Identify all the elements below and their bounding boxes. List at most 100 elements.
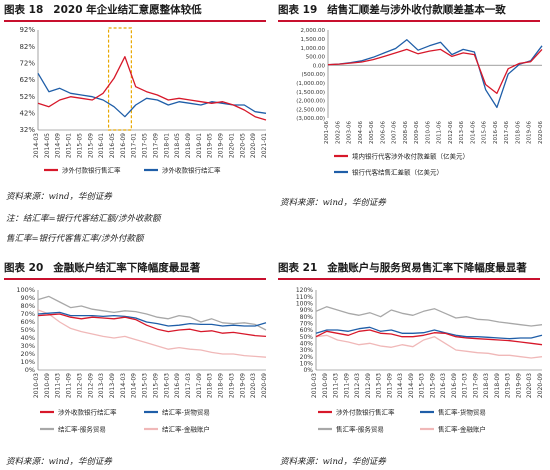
x-tick-label: 2014-06 [470,121,476,144]
x-tick-label: 2009-06 [414,121,420,144]
x-tick-label: 2010-09 [322,373,329,398]
series-line [315,326,543,340]
y-tick-label: 10% [300,361,314,368]
legend-label: 涉外付款银行售汇率 [336,408,395,417]
figure-19-title: 图表 19 结售汇顺差与涉外收付款顺差基本一致 [278,0,540,22]
x-tick-label: 2017-09 [152,133,159,158]
x-tick-label: 2014-09 [55,133,62,158]
x-tick-label: 2010-03 [311,373,318,398]
series-line [327,48,543,95]
figure-21-title: 图表 21 金融账户与服务贸易售汇率下降幅度最显著 [278,258,540,280]
chart-18: 32% 42% 52% 62% 72% 82% 92% 2014-03 2014-05 2014-… [19,26,268,174]
y-tick-label: 80% [300,314,314,321]
chart-20: 0%10%20%30%40%50%60%70%80%90%100% 2010-03… [16,286,268,433]
y-tick-label: 80% [21,302,35,310]
x-tick-label: 2019-03 [505,373,512,398]
x-tick-label: 2002-06 [335,121,341,144]
x-tick-label: 2015-03 [142,373,149,398]
x-tick-label: 2017-03 [462,373,469,398]
x-tick-label: 2015-06 [482,121,488,144]
y-tick-label: 0.00 [313,63,326,69]
x-tick-label: 2016-09 [174,373,181,398]
series-line [37,313,267,338]
source-20: 资料来源：wind，华创证券 [6,457,112,467]
x-tick-label: 2012-03 [354,373,361,398]
x-tick-label: 2013-03 [376,373,383,398]
x-tick-label: 2016-05 [109,133,116,158]
x-tick-label: 2017-01 [131,133,138,158]
x-tick-label: 2020-09 [250,133,257,158]
legend-label: 境内银行代客涉外收付款差额（亿美元） [352,152,469,161]
figure-number: 图表 21 [278,262,318,274]
y-tick-label: 52% [19,93,35,101]
x-tick-label: 2012-09 [365,373,372,398]
y-tick-label: 2,000.00 [301,28,326,34]
x-tick-label: 2014-09 [408,373,415,398]
x-tick-label: 2014-03 [33,133,40,158]
figure-18-title: 图表 18 2020 年企业结汇意愿整体较低 [4,0,266,22]
y-tick-label: 62% [19,76,35,84]
y-tick-label: (500.00) [301,72,325,78]
y-tick-label: 1,500.00 [301,37,326,43]
y-tick-label: 70% [300,321,314,328]
y-tick-label: 42% [19,110,35,118]
series-line [315,334,543,359]
x-tick-label: 2016-09 [120,133,127,158]
figure-title-text: 金融账户与服务贸易售汇率下降幅度最显著 [327,262,527,274]
x-tick-label: 2013-09 [109,373,116,398]
x-tick-label: 2011-09 [343,373,350,398]
x-tick-label: 2018-09 [185,133,192,158]
y-tick-label: 20% [300,354,314,361]
y-tick-label: 32% [19,126,35,134]
x-tick-label: 2010-03 [33,373,40,398]
x-tick-label: 2001-06 [324,121,330,144]
x-tick-label: 2018-09 [218,373,225,398]
y-tick-label: 0% [25,366,35,374]
x-tick-label: 2011-03 [333,373,340,398]
x-tick-label: 2012-06 [448,121,454,144]
source-18: 资料来源：wind，华创证券 [6,192,112,202]
x-tick-label: 2018-09 [494,373,501,398]
y-tick-label: 70% [21,310,35,318]
x-tick-label: 2014-05 [44,133,51,158]
y-tick-label: 20% [21,350,35,358]
series-line [327,39,543,109]
x-tick-label: 2015-01 [66,133,73,158]
x-tick-label: 2016-03 [163,373,170,398]
y-tick-label: 50% [21,326,35,334]
x-tick-label: 2013-06 [459,121,465,144]
x-tick-label: 2015-09 [87,133,94,158]
y-tick-label: 30% [21,342,35,350]
x-tick-label: 2013-09 [386,373,393,398]
legend-label: 银行代客结售汇差额（亿美元） [352,168,443,177]
y-tick-label: 100% [16,286,35,294]
x-tick-label: 2020-03 [526,373,533,398]
x-tick-label: 2012-03 [76,373,83,398]
x-tick-label: 2020-06 [538,121,544,144]
x-tick-label: 2020-05 [239,133,246,158]
x-tick-label: 2015-09 [429,373,436,398]
legend-label: 售汇率-货物贸易 [438,408,486,417]
x-tick-label: 2021-01 [261,133,268,158]
y-tick-label: (2,000.00) [296,99,325,105]
series-line [315,306,543,327]
legend-label: 涉外收款银行结汇率 [58,408,117,417]
x-tick-label: 2011-06 [437,121,443,144]
x-tick-label: 2018-03 [483,373,490,398]
x-tick-label: 2017-03 [185,373,192,398]
source-21: 资料来源：wind，华创证券 [280,457,386,467]
highlight-box [107,27,132,131]
y-tick-label: 100% [296,301,313,308]
y-tick-label: (2,500.00) [296,107,325,113]
legend-label: 结汇率-货物贸易 [162,408,210,417]
x-tick-label: 2018-05 [174,133,181,158]
x-tick-label: 2007-06 [392,121,398,144]
y-tick-label: 60% [21,318,35,326]
series-line [315,329,543,346]
y-tick-label: 72% [19,60,35,68]
y-tick-label: 82% [19,43,35,51]
figure-number: 图表 19 [278,4,318,16]
x-tick-label: 2003-06 [347,121,353,144]
source-19: 资料来源：wind，华创证券 [280,198,386,208]
y-tick-label: 30% [300,347,314,354]
